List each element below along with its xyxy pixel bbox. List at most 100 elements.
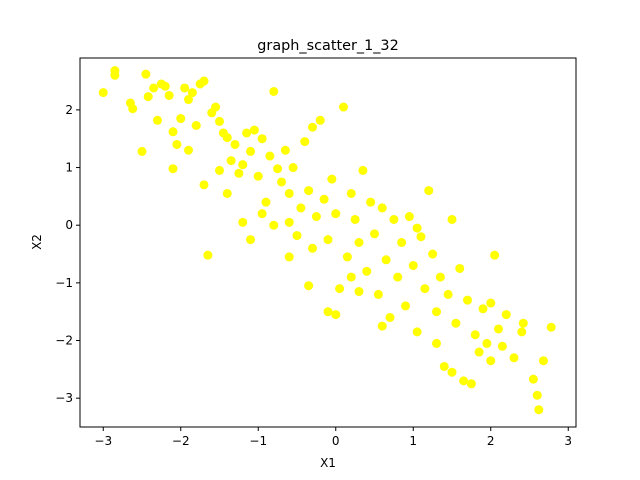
scatter-point (284, 252, 294, 262)
scatter-point (447, 214, 457, 224)
scatter-point (377, 203, 387, 213)
scatter-point (128, 104, 138, 114)
y-tick-label: −2 (55, 334, 73, 348)
scatter-point (331, 209, 341, 219)
scatter-point (486, 298, 496, 308)
scatter-point (187, 88, 197, 98)
scatter-point (292, 231, 302, 241)
x-axis-ticks: −3 −2 −1 0 1 2 3 (94, 427, 572, 448)
scatter-point (323, 235, 333, 245)
scatter-point (346, 272, 356, 282)
scatter-point (350, 214, 360, 224)
scatter-point (98, 88, 108, 98)
scatter-point (172, 139, 182, 149)
scatter-point (494, 324, 503, 334)
scatter-point (288, 163, 298, 173)
scatter-point (412, 223, 422, 233)
scatter-point (168, 127, 178, 137)
scatter-point (296, 203, 306, 213)
scatter-point (284, 217, 294, 227)
scatter-point (389, 214, 399, 224)
scatter-point (518, 318, 528, 328)
scatter-point (203, 250, 213, 260)
scatter-point (335, 284, 345, 294)
scatter-point (354, 238, 364, 247)
scatter-point (242, 128, 252, 138)
scatter-point (432, 338, 441, 348)
chart-title: graph_scatter_1_32 (257, 38, 398, 54)
scatter-point (246, 235, 255, 245)
scatter-point (226, 156, 236, 166)
scatter-point (435, 272, 445, 282)
scatter-point (261, 197, 271, 207)
scatter-point (269, 220, 279, 230)
scatter-point (486, 356, 496, 366)
scatter-point (304, 281, 314, 291)
x-tick-label: 3 (564, 434, 572, 448)
x-tick-label: 0 (332, 434, 340, 448)
scatter-point (517, 327, 527, 337)
scatter-point (199, 76, 209, 86)
scatter-point (315, 115, 325, 125)
scatter-point (304, 186, 314, 196)
scatter-point (339, 102, 348, 112)
scatter-point (257, 134, 267, 144)
scatter-point (377, 321, 387, 331)
scatter-point (323, 307, 333, 317)
y-tick-label: 2 (65, 103, 73, 117)
scatter-point (385, 312, 395, 322)
scatter-point (164, 90, 174, 100)
scatter-point (459, 376, 469, 386)
scatter-point (528, 374, 538, 384)
scatter-point (412, 327, 422, 337)
scatter-point (327, 174, 337, 184)
scatter-point (451, 318, 461, 328)
scatter-point (428, 249, 438, 259)
scatter-point (373, 289, 383, 299)
scatter-point (331, 310, 341, 320)
scatter-point (447, 367, 457, 377)
scatter-point (393, 272, 403, 282)
scatter-point (176, 114, 186, 124)
points-layer (98, 66, 556, 415)
scatter-point (143, 92, 153, 102)
scatter-point (141, 69, 151, 79)
scatter-point (238, 217, 248, 227)
scatter-point (234, 168, 244, 178)
scatter-point (191, 120, 201, 130)
scatter-point (420, 284, 430, 294)
scatter-point (497, 341, 507, 351)
scatter-point (168, 164, 178, 174)
x-tick-label: −2 (172, 434, 190, 448)
scatter-point (277, 177, 286, 187)
scatter-point (354, 287, 364, 297)
scatter-point (222, 133, 232, 143)
scatter-point (273, 164, 283, 174)
scatter-point (342, 252, 352, 262)
scatter-point (381, 255, 391, 265)
scatter-point (249, 125, 259, 135)
scatter-point (246, 146, 255, 156)
x-axis-label: X1 (320, 456, 336, 470)
scatter-point (397, 238, 407, 247)
scatter-point (280, 145, 290, 155)
y-axis-ticks: −3 −2 −1 0 1 2 (55, 103, 80, 405)
scatter-point (346, 188, 356, 198)
scatter-point (424, 186, 434, 196)
y-axis-label: X2 (30, 234, 44, 250)
scatter-point (463, 295, 472, 305)
scatter-point (230, 139, 240, 149)
scatter-point (455, 263, 465, 273)
scatter-point (443, 289, 453, 299)
scatter-point (238, 160, 248, 170)
scatter-point (474, 347, 484, 357)
scatter-point (538, 356, 548, 366)
scatter-point (482, 338, 492, 348)
scatter-point (490, 250, 500, 260)
scatter-point (432, 307, 441, 317)
scatter-point (300, 137, 310, 147)
x-tick-label: 1 (409, 434, 417, 448)
scatter-point (222, 188, 232, 198)
y-tick-label: −3 (55, 391, 73, 405)
